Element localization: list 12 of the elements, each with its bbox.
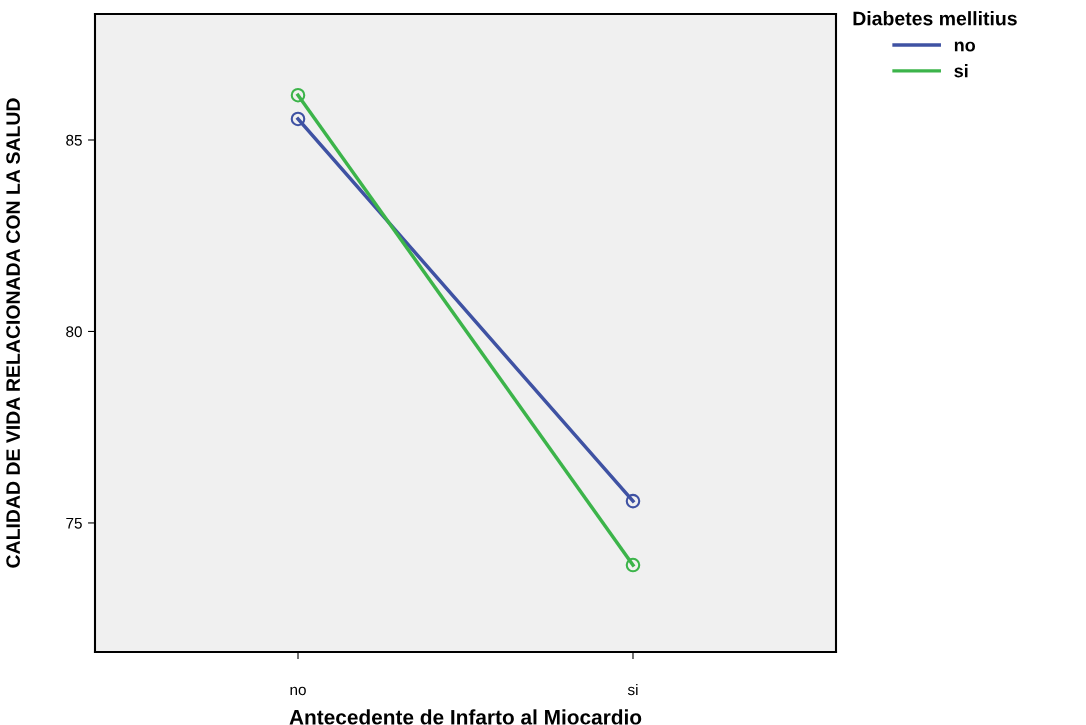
point [290, 111, 306, 127]
point [290, 87, 306, 103]
y-tick-label: 80 [66, 326, 82, 338]
y-tick-label: 85 [66, 134, 82, 146]
point [625, 557, 641, 573]
point [625, 493, 641, 509]
x-axis-title: Antecedente de Infarto al Miocardio [289, 709, 642, 725]
y-axis-title: CALIDAD DE VIDA RELACIONADA CON LA SALUD [6, 98, 20, 568]
legend-label: no [954, 41, 976, 52]
legend-title: Diabetes mellitius [853, 11, 1017, 26]
y-tick-label: 75 [66, 517, 82, 529]
legend-label: si [954, 64, 968, 78]
